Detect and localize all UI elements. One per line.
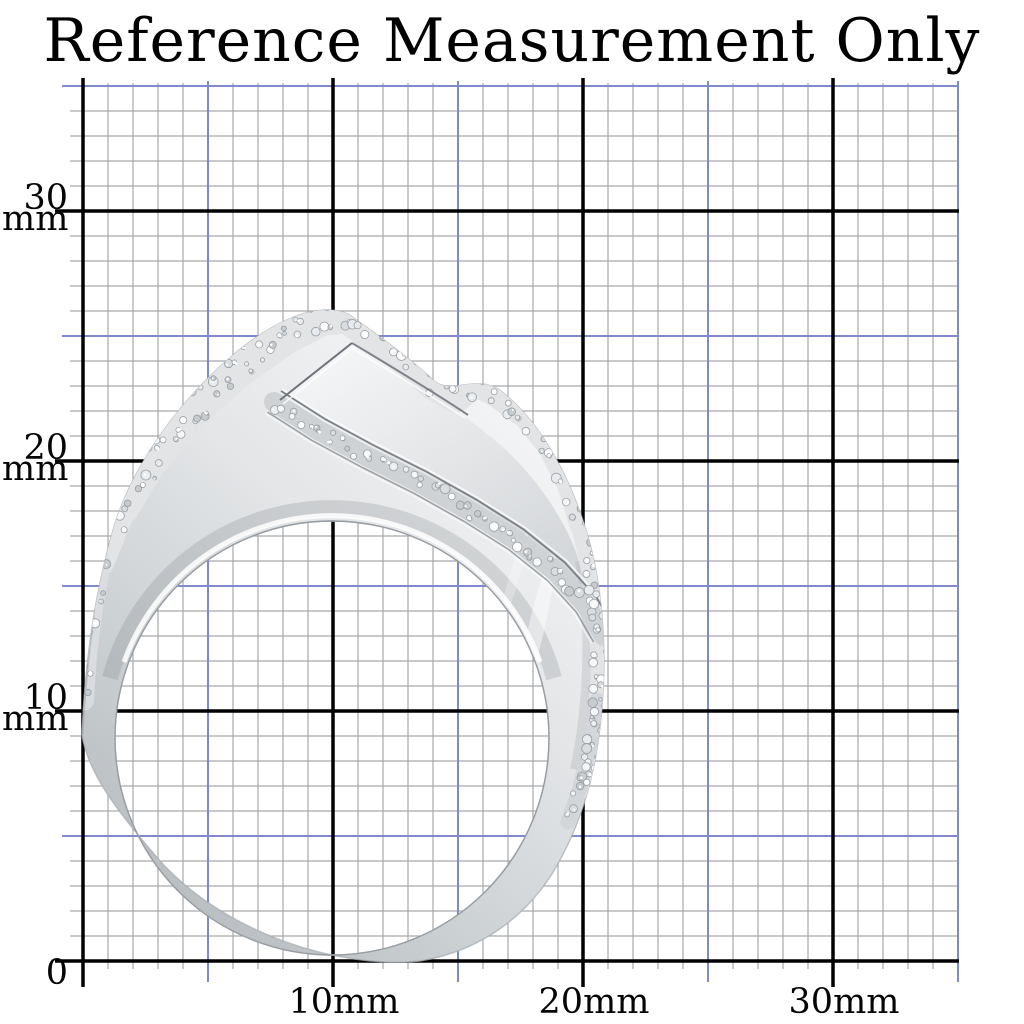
hole-edge bbox=[114, 520, 550, 956]
facet-seam bbox=[279, 342, 353, 401]
hole-bevel-highlight bbox=[121, 513, 543, 663]
y-label-10: 10 bbox=[23, 678, 68, 718]
x-label-30mm: 30mm bbox=[788, 982, 900, 1022]
y-label-0: 0 bbox=[45, 953, 68, 993]
hole-top-shadow bbox=[102, 500, 562, 681]
x-label-10mm: 10mm bbox=[288, 982, 400, 1022]
y-label-30-unit: mm bbox=[2, 199, 69, 239]
y-label-10-unit: mm bbox=[2, 699, 69, 739]
x-label-20mm: 20mm bbox=[538, 982, 650, 1022]
ridge-seam-glint bbox=[349, 346, 466, 419]
y-label-30: 30 bbox=[23, 178, 68, 218]
ridge-seam bbox=[351, 342, 469, 416]
facet-seam-glint bbox=[282, 346, 355, 405]
y-label-20: 20 bbox=[23, 428, 68, 468]
page-title: Reference Measurement Only bbox=[43, 6, 981, 76]
hallmark bbox=[239, 859, 283, 883]
y-label-20-unit: mm bbox=[2, 449, 69, 489]
